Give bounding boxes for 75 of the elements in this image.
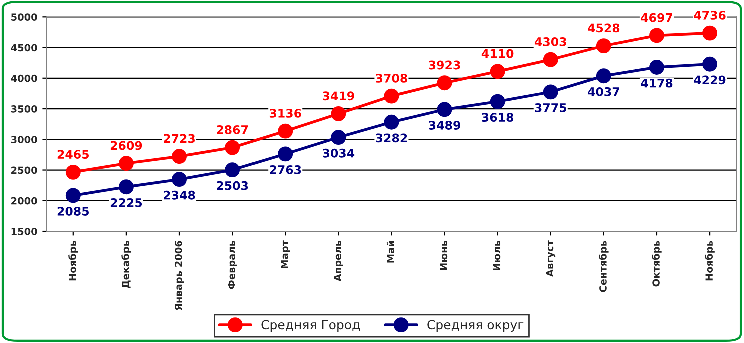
point (650, 28, 664, 44)
x-tick-label: Ноябрь (705, 240, 715, 281)
data-label: 2763 (270, 165, 302, 174)
point (490, 94, 506, 110)
data-label: 4110 (482, 49, 514, 58)
y-tick-label: 2500 (12, 166, 38, 174)
point (437, 102, 452, 118)
legend-label: Средняя Город (262, 320, 360, 332)
point (596, 68, 612, 84)
data-label: 4229 (694, 76, 726, 85)
point (384, 114, 400, 130)
point (437, 76, 452, 91)
y-tick-label: 3000 (11, 136, 38, 144)
x-tick-label: Сентябрь (599, 240, 609, 292)
data-label: 3282 (376, 134, 408, 143)
y-tick-label: 2000 (12, 197, 38, 205)
point (172, 172, 187, 188)
point (650, 60, 664, 75)
point (702, 26, 718, 41)
point (278, 146, 294, 162)
data-label: 4736 (694, 10, 726, 20)
data-label: 2465 (58, 150, 90, 160)
data-label: 4037 (588, 87, 620, 96)
point (172, 149, 187, 164)
data-label: 3419 (323, 92, 354, 101)
data-label: 3775 (535, 104, 566, 112)
data-label: 3136 (270, 108, 302, 118)
point (702, 56, 718, 72)
data-label: 3618 (482, 113, 514, 122)
legend-label: Средняя округ (428, 320, 524, 332)
data-label: 2723 (164, 134, 195, 144)
x-tick-label: Февраль (228, 240, 238, 290)
data-label: 3489 (429, 121, 460, 130)
x-tick-label: Май (386, 241, 395, 263)
data-label: 4178 (641, 78, 673, 88)
point (225, 140, 240, 156)
point (66, 188, 81, 204)
x-tick-label: Апрель (334, 240, 344, 282)
y-tick-label: 3500 (11, 106, 38, 113)
data-label: 2609 (110, 141, 142, 150)
point (278, 124, 294, 139)
y-tick-label: 5000 (12, 14, 38, 21)
point (543, 84, 558, 100)
x-tick-label: Июль (493, 240, 501, 271)
data-label: 4303 (534, 38, 566, 46)
x-tick-label: Январь 2006 (174, 241, 184, 310)
point (331, 130, 346, 146)
data-label: 2348 (164, 190, 196, 200)
point (66, 164, 81, 180)
point (331, 106, 346, 122)
x-tick-label: Август (546, 240, 556, 277)
y-tick-label: 4000 (11, 74, 38, 82)
data-label: 3708 (376, 74, 408, 83)
data-label: 4528 (588, 24, 620, 33)
point (118, 156, 134, 172)
data-label: 4697 (641, 13, 672, 22)
y-tick-label: 4500 (11, 44, 38, 52)
point (384, 88, 400, 104)
data-label: 2225 (110, 198, 142, 208)
data-label: 3923 (429, 60, 460, 70)
point (118, 180, 134, 195)
data-label: 2867 (217, 125, 248, 134)
point (490, 64, 506, 80)
x-tick-label: Октябрь (652, 240, 662, 287)
point (543, 52, 558, 68)
data-label: 2085 (58, 207, 90, 216)
data-label: 3034 (323, 148, 355, 158)
data-label: 2503 (217, 181, 248, 190)
point (225, 162, 240, 178)
y-tick-label: 1500 (12, 228, 38, 236)
x-tick-label: Июнь (440, 240, 448, 270)
point (596, 38, 612, 54)
x-tick-label: Декабрь (122, 240, 132, 288)
x-tick-label: Ноябрь (68, 240, 78, 281)
x-tick-label: Март (281, 240, 290, 268)
